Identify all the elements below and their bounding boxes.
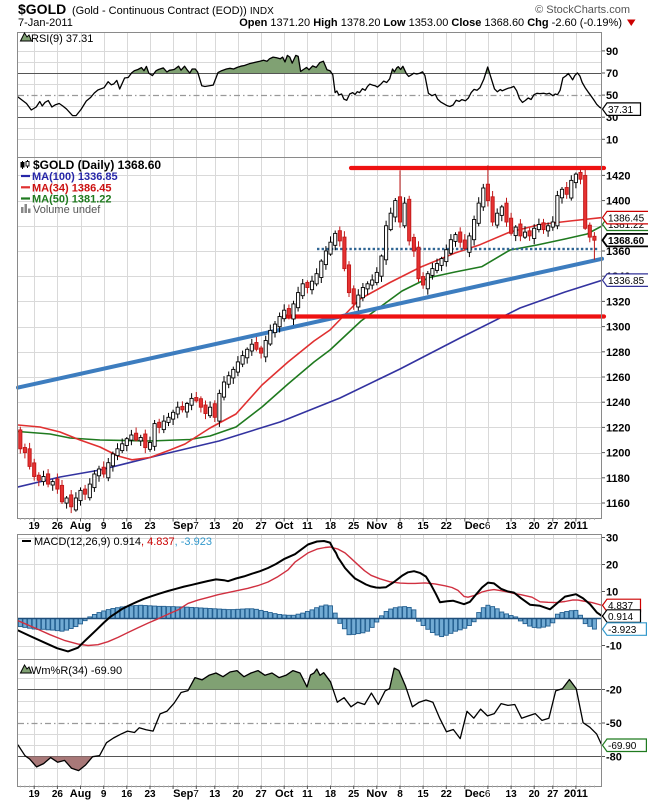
- svg-text:(Gold - Continuous Contract (E: (Gold - Continuous Contract (EOD)) INDX: [72, 5, 274, 17]
- svg-text:$GOLD (Daily) 1368.60: $GOLD (Daily) 1368.60: [33, 158, 161, 172]
- svg-text:7-Jan-2011: 7-Jan-2011: [18, 17, 73, 29]
- svg-text:7: 7: [193, 789, 199, 800]
- svg-text:Wm%R(34) -69.90: Wm%R(34) -69.90: [31, 665, 122, 677]
- svg-text:-80: -80: [606, 752, 622, 764]
- svg-text:Oct: Oct: [275, 520, 294, 532]
- svg-text:8: 8: [397, 521, 403, 532]
- svg-text:19: 19: [29, 789, 41, 800]
- svg-text:13: 13: [506, 789, 518, 800]
- svg-text:0.914: 0.914: [608, 612, 633, 623]
- svg-text:25: 25: [348, 521, 360, 532]
- svg-text:1180: 1180: [606, 473, 630, 485]
- svg-text:27: 27: [547, 789, 559, 800]
- svg-text:16: 16: [121, 789, 133, 800]
- svg-text:13: 13: [209, 789, 221, 800]
- svg-text:Nov: Nov: [366, 520, 388, 532]
- svg-text:Volume undef: Volume undef: [33, 204, 101, 216]
- svg-text:1160: 1160: [606, 498, 630, 510]
- svg-text:27: 27: [256, 521, 268, 532]
- svg-text:1240: 1240: [606, 397, 630, 409]
- svg-text:70: 70: [606, 68, 618, 80]
- svg-text:22: 22: [441, 521, 453, 532]
- svg-text:22: 22: [441, 789, 453, 800]
- svg-text:16: 16: [121, 521, 133, 532]
- svg-text:1260: 1260: [606, 372, 630, 384]
- svg-text:8: 8: [397, 789, 403, 800]
- svg-text:1280: 1280: [606, 347, 630, 359]
- svg-text:Dec: Dec: [465, 520, 485, 532]
- svg-text:20: 20: [232, 789, 244, 800]
- svg-text:Oct: Oct: [275, 788, 294, 800]
- svg-text:1220: 1220: [606, 422, 630, 434]
- svg-text:9: 9: [101, 789, 107, 800]
- svg-text:15: 15: [418, 521, 430, 532]
- svg-text:Aug: Aug: [70, 520, 91, 532]
- svg-text:© StockCharts.com: © StockCharts.com: [535, 4, 630, 16]
- svg-text:6: 6: [485, 521, 491, 532]
- svg-text:11: 11: [302, 789, 313, 800]
- svg-text:20: 20: [232, 521, 244, 532]
- svg-text:19: 19: [29, 521, 41, 532]
- svg-text:18: 18: [325, 521, 337, 532]
- svg-text:6: 6: [485, 789, 491, 800]
- svg-text:23: 23: [144, 789, 156, 800]
- svg-text:1300: 1300: [606, 322, 630, 334]
- svg-text:27: 27: [256, 789, 268, 800]
- svg-text:90: 90: [606, 46, 618, 58]
- svg-text:10: 10: [606, 587, 618, 599]
- svg-text:1336.85: 1336.85: [608, 276, 645, 287]
- svg-text:MA(100) 1336.85: MA(100) 1336.85: [32, 171, 118, 183]
- svg-text:1368.60: 1368.60: [608, 236, 645, 247]
- svg-text:50: 50: [606, 90, 618, 102]
- svg-text:2011: 2011: [564, 520, 588, 532]
- svg-text:26: 26: [52, 521, 64, 532]
- svg-text:RSI(9) 37.31: RSI(9) 37.31: [31, 33, 93, 45]
- svg-text:1400: 1400: [606, 196, 630, 208]
- svg-text:1200: 1200: [606, 448, 630, 460]
- svg-text:7: 7: [193, 521, 199, 532]
- svg-text:13: 13: [506, 521, 518, 532]
- svg-text:-10: -10: [606, 641, 622, 653]
- svg-text:9: 9: [101, 521, 107, 532]
- svg-text:15: 15: [418, 789, 430, 800]
- svg-text:-69.90: -69.90: [608, 741, 637, 752]
- svg-text:Open 1371.20 High 1378.20 Low: Open 1371.20 High 1378.20 Low 1353.00 Cl…: [239, 17, 622, 29]
- svg-text:-20: -20: [606, 685, 622, 697]
- svg-text:26: 26: [52, 789, 64, 800]
- svg-text:11: 11: [302, 521, 313, 532]
- svg-text:2011: 2011: [564, 788, 588, 800]
- svg-text:27: 27: [547, 521, 559, 532]
- svg-text:20: 20: [529, 521, 541, 532]
- svg-text:10: 10: [606, 134, 618, 146]
- svg-text:$GOLD: $GOLD: [18, 1, 66, 17]
- svg-text:MA(34) 1386.45: MA(34) 1386.45: [32, 182, 112, 194]
- svg-text:-3.923: -3.923: [608, 625, 637, 636]
- svg-text:Aug: Aug: [70, 788, 91, 800]
- svg-text:MACD(12,26,9) 0.914, 4.837, -3: MACD(12,26,9) 0.914, 4.837, -3.923: [34, 536, 212, 548]
- svg-text:Sep: Sep: [173, 788, 193, 800]
- svg-text:Sep: Sep: [173, 520, 193, 532]
- svg-text:1360: 1360: [606, 246, 630, 258]
- svg-text:13: 13: [209, 521, 221, 532]
- svg-text:23: 23: [144, 521, 156, 532]
- svg-text:20: 20: [606, 560, 618, 572]
- svg-text:37.31: 37.31: [608, 105, 633, 116]
- svg-text:Dec: Dec: [465, 788, 485, 800]
- svg-text:1420: 1420: [606, 170, 630, 182]
- svg-text:-50: -50: [606, 718, 622, 730]
- svg-text:Nov: Nov: [366, 788, 388, 800]
- svg-text:25: 25: [348, 789, 360, 800]
- svg-text:20: 20: [529, 789, 541, 800]
- svg-text:30: 30: [606, 533, 618, 545]
- svg-text:1386.45: 1386.45: [608, 214, 645, 225]
- svg-text:18: 18: [325, 789, 337, 800]
- svg-text:1320: 1320: [606, 296, 630, 308]
